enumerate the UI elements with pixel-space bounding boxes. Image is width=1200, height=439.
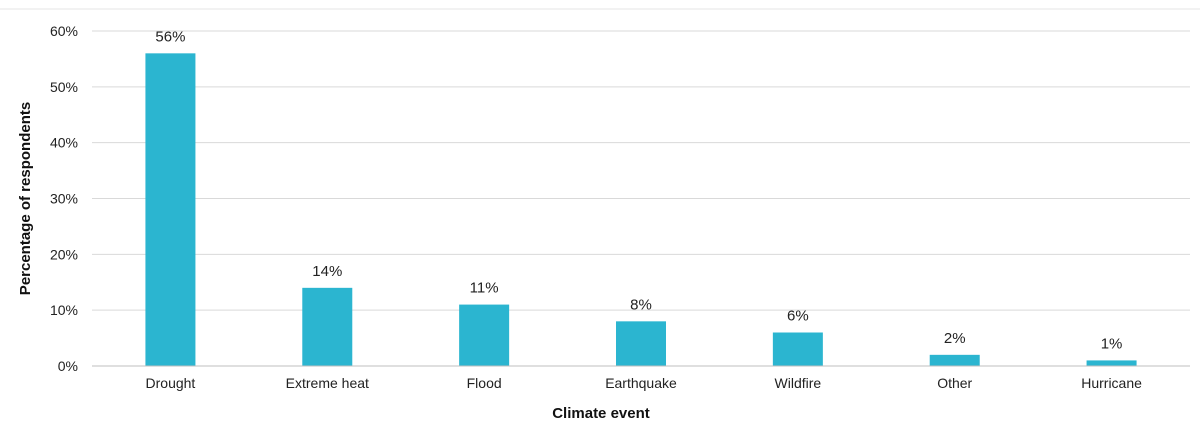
x-tick-label: Extreme heat	[286, 375, 369, 391]
data-label: 14%	[312, 263, 342, 280]
x-tick-label: Earthquake	[605, 375, 677, 391]
data-label: 2%	[944, 330, 966, 347]
y-tick-label: 40%	[50, 135, 78, 151]
bar	[616, 321, 666, 366]
y-tick-label: 10%	[50, 302, 78, 318]
x-axis-categories: Drought Extreme heat Flood Earthquake Wildfi…	[146, 375, 1143, 391]
y-tick-label: 30%	[50, 191, 78, 207]
y-tick-label: 60%	[50, 23, 78, 39]
bars	[145, 53, 1137, 366]
data-labels: 56% 14% 11% 8% 6% 2% 1%	[155, 28, 1122, 352]
bar	[1086, 360, 1137, 366]
x-tick-label: Wildfire	[775, 375, 822, 391]
y-axis-title: Percentage of respondents	[17, 102, 34, 295]
x-tick-label: Flood	[467, 375, 502, 391]
y-axis-ticks: 0% 10% 20% 30% 40% 50% 60%	[50, 23, 78, 374]
data-label: 6%	[787, 308, 809, 325]
data-label: 8%	[630, 296, 652, 313]
x-tick-label: Drought	[146, 375, 196, 391]
x-tick-label: Hurricane	[1081, 375, 1142, 391]
y-tick-label: 20%	[50, 246, 78, 262]
data-label: 11%	[470, 280, 499, 297]
y-tick-label: 50%	[50, 79, 78, 95]
x-axis-title: Climate event	[552, 405, 650, 422]
x-tick-label: Other	[937, 375, 972, 391]
grid-lines	[0, 8, 1200, 311]
bar	[772, 332, 823, 366]
bar	[929, 354, 980, 366]
y-tick-label: 0%	[58, 358, 78, 374]
bar	[145, 53, 196, 366]
bar	[459, 304, 510, 366]
bar	[302, 287, 353, 366]
data-label: 56%	[155, 28, 185, 45]
data-label: 1%	[1101, 335, 1123, 352]
